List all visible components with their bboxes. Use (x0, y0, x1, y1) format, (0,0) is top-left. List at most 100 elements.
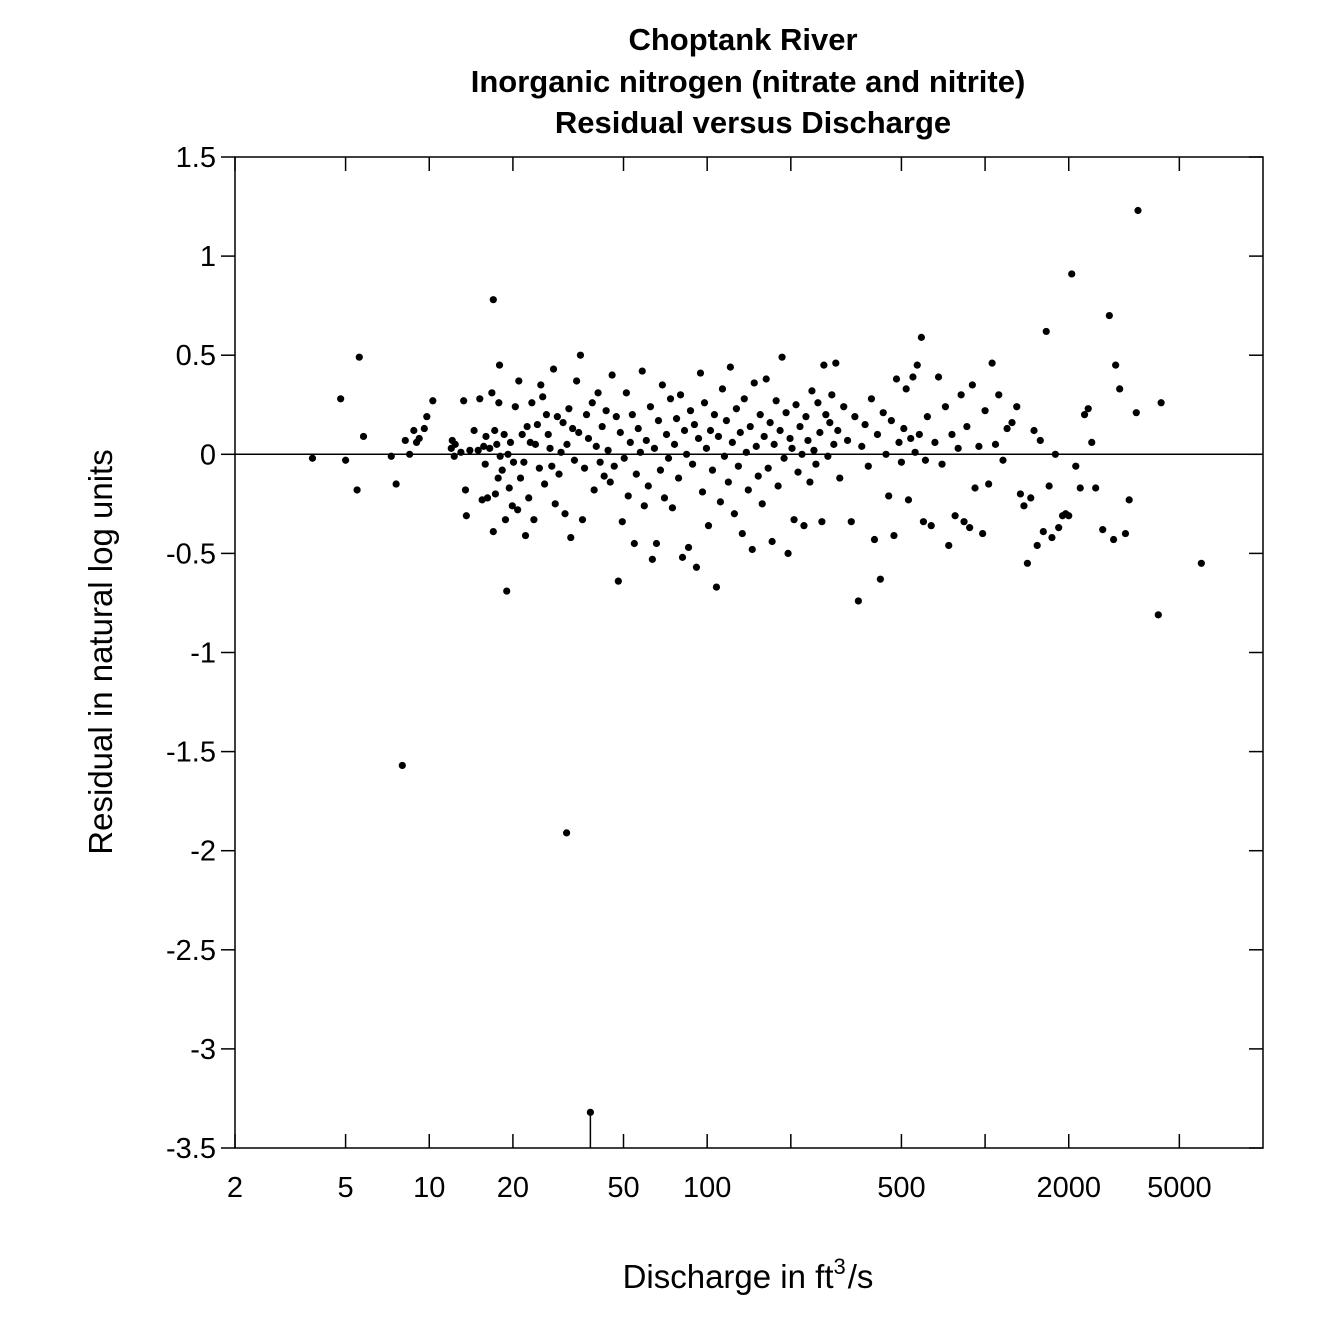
data-point (902, 385, 910, 393)
data-point (636, 448, 644, 456)
data-point (995, 391, 1003, 399)
data-point (706, 426, 715, 435)
data-point (680, 426, 689, 435)
data-point (528, 399, 536, 407)
data-point (672, 415, 681, 423)
data-point (1023, 559, 1032, 567)
data-point (684, 543, 693, 552)
data-point (921, 456, 930, 464)
data-point (652, 539, 661, 548)
data-point (1112, 361, 1120, 369)
data-point (1121, 529, 1130, 538)
data-point (772, 397, 780, 405)
data-point (700, 399, 709, 407)
data-point (887, 417, 895, 425)
data-point (919, 518, 928, 526)
x-axis-label-slash: / (848, 1258, 858, 1295)
data-point (588, 399, 596, 407)
data-point (1105, 311, 1113, 320)
data-point (822, 411, 830, 419)
data-point (812, 460, 820, 468)
data-point (748, 545, 756, 554)
data-point (646, 403, 655, 411)
data-point (488, 389, 496, 397)
data-point (606, 478, 614, 486)
data-point (531, 440, 540, 448)
data-point (760, 432, 768, 441)
data-point (1013, 403, 1021, 411)
data-point (537, 381, 545, 389)
data-point (1072, 462, 1080, 470)
data-point (808, 387, 816, 395)
data-point (917, 333, 926, 341)
data-point (461, 486, 470, 494)
data-point (398, 761, 406, 770)
data-point (945, 541, 953, 550)
data-point (913, 361, 921, 369)
data-point (573, 377, 581, 385)
data-point (450, 452, 458, 460)
chart-title-line-1: Choptank River (628, 22, 857, 57)
data-point (1051, 450, 1059, 458)
data-point (816, 428, 824, 437)
data-point (897, 458, 906, 466)
data-point (420, 424, 428, 433)
data-point (664, 454, 673, 462)
data-point (1084, 405, 1092, 413)
x-tick-label: 10 (413, 1172, 445, 1204)
data-point (981, 407, 989, 415)
data-point (1039, 527, 1047, 536)
x-tick-label: 500 (877, 1172, 925, 1204)
data-point (931, 438, 939, 447)
data-point (830, 440, 838, 448)
data-point (988, 359, 996, 367)
data-point (736, 428, 744, 437)
data-point (702, 444, 711, 452)
data-point (666, 395, 675, 403)
data-point (520, 458, 528, 466)
data-point (828, 391, 836, 399)
data-point (500, 430, 508, 439)
data-point (504, 450, 512, 458)
data-point (491, 426, 499, 435)
x-axis-label-prefix: Discharge in ft (623, 1258, 834, 1295)
data-point (800, 522, 808, 530)
data-point (308, 454, 317, 462)
data-point (580, 464, 589, 472)
data-point (690, 420, 699, 429)
data-point (948, 430, 956, 439)
x-axis-label-suffix: s (857, 1258, 874, 1295)
data-point (975, 442, 983, 450)
data-point (957, 391, 965, 399)
data-point (602, 407, 610, 415)
data-point (489, 296, 497, 304)
data-point (660, 494, 669, 502)
data-point (802, 413, 810, 421)
data-point (530, 516, 538, 524)
data-point (704, 522, 713, 530)
y-tick-label: -1 (190, 638, 216, 670)
data-point (907, 434, 915, 443)
data-point (495, 399, 503, 407)
y-tick-label: -1.5 (166, 737, 216, 769)
data-point (592, 442, 600, 450)
data-point (575, 428, 583, 437)
data-point (882, 450, 890, 458)
data-point (1080, 411, 1089, 419)
data-point (724, 478, 732, 486)
data-point (770, 440, 778, 448)
data-point (708, 466, 717, 474)
data-point (909, 373, 917, 381)
data-point (561, 510, 569, 518)
y-tick-label: -3 (190, 1034, 216, 1066)
data-point (1036, 436, 1044, 445)
data-point (720, 452, 729, 460)
data-point (1076, 484, 1084, 492)
data-point (696, 369, 705, 377)
data-point (861, 420, 869, 429)
x-tick-label: 50 (607, 1172, 639, 1204)
data-point (618, 518, 626, 526)
data-point (985, 480, 993, 488)
data-point (790, 516, 798, 524)
data-point (1033, 541, 1041, 550)
